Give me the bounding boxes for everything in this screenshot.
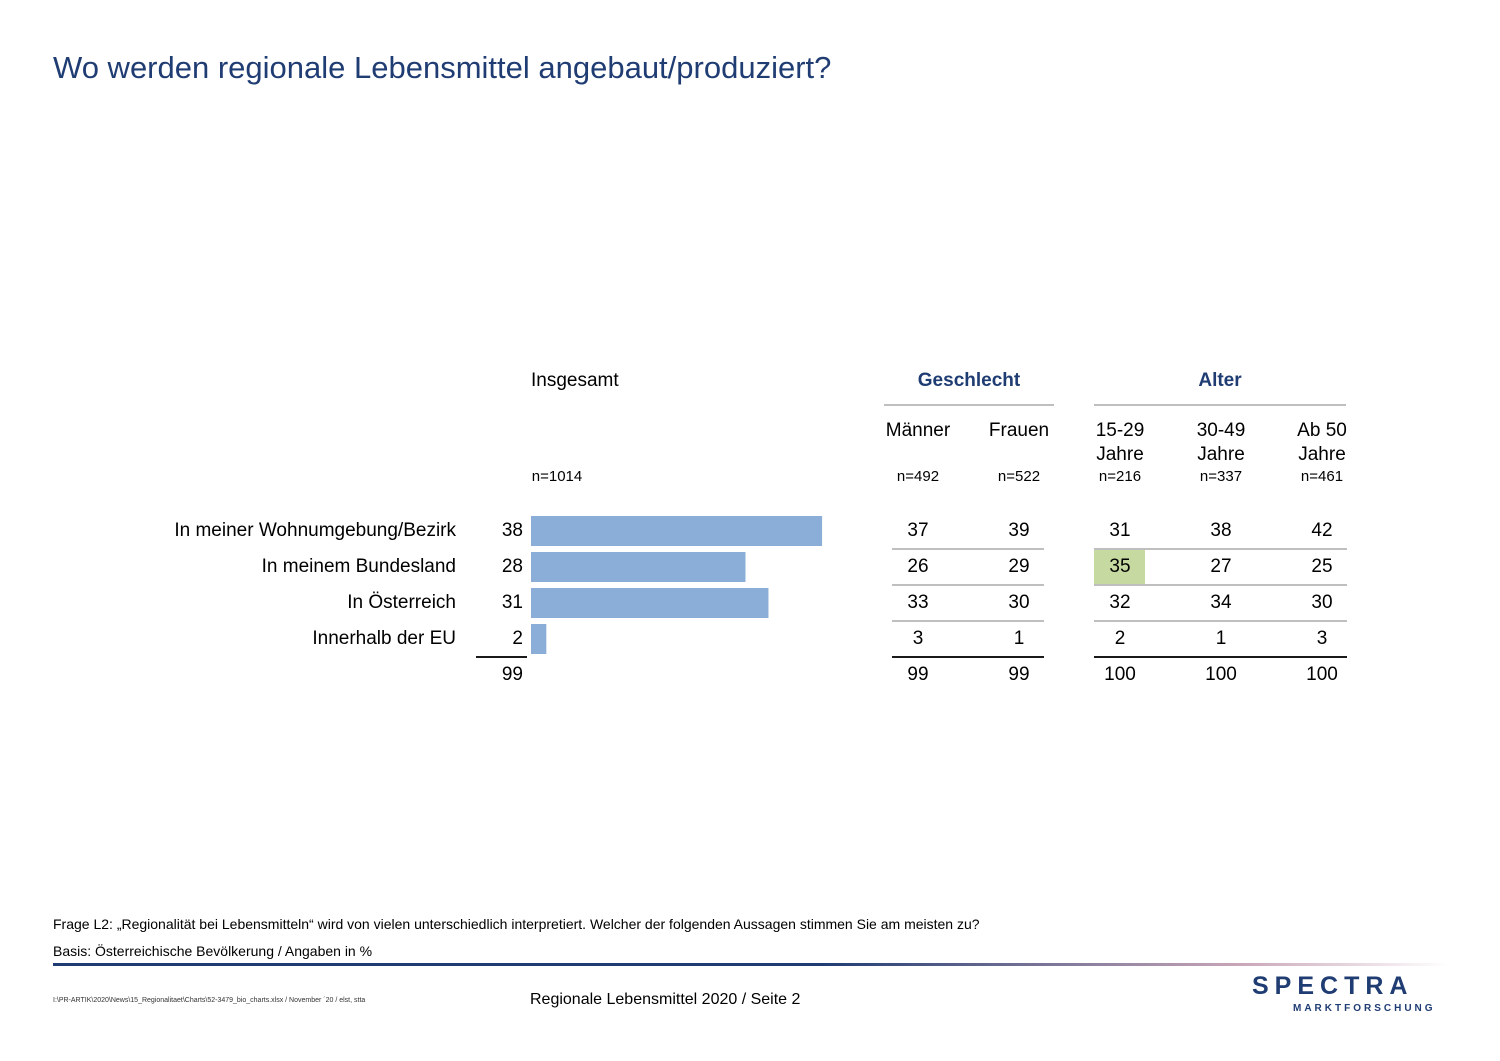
- table-cell: 29: [1008, 556, 1030, 577]
- table-cell: 34: [1210, 592, 1232, 613]
- row-label: In Österreich: [347, 592, 456, 613]
- row-divider: [1094, 620, 1347, 622]
- total-rule: [476, 656, 527, 658]
- table-cell: 30: [1008, 592, 1030, 613]
- table-cell: 33: [907, 592, 929, 613]
- subgroup-header: 30-49 Jahre: [1171, 419, 1271, 467]
- subgroup-header: 15-29 Jahre: [1070, 419, 1170, 467]
- table-cell: 30: [1311, 592, 1333, 613]
- subgroup-label-2: Jahre: [1298, 444, 1346, 465]
- subgroup-n: n=216: [1098, 468, 1142, 485]
- group-header-geschlecht: Geschlecht: [917, 370, 1021, 391]
- table-total-cell: 100: [1205, 664, 1237, 685]
- data-label: 2: [512, 628, 523, 649]
- logo-subtitle: MARKTFORSCHUNG: [1293, 1003, 1436, 1014]
- table-total-cell: 99: [1008, 664, 1030, 685]
- subgroup-label: Ab 50: [1297, 420, 1347, 441]
- total-rule: [892, 656, 1044, 658]
- subgroup-header: Männer: [868, 419, 968, 443]
- row-label: In meiner Wohnumgebung/Bezirk: [174, 520, 456, 541]
- row-divider: [1094, 584, 1347, 586]
- data-label: 31: [501, 592, 523, 613]
- table-cell: 31: [1109, 520, 1131, 541]
- row-label: Innerhalb der EU: [312, 628, 456, 649]
- group-header-alter: Alter: [1198, 370, 1242, 391]
- data-label: 28: [501, 556, 523, 577]
- table-cell: 1: [1013, 628, 1025, 649]
- subgroup-label: Frauen: [988, 420, 1050, 441]
- subgroup-label-2: Jahre: [1197, 444, 1245, 465]
- total-rule: [1094, 656, 1347, 658]
- table-total-cell: 99: [907, 664, 929, 685]
- table-cell: 1: [1215, 628, 1227, 649]
- footer-divider: [53, 963, 1448, 966]
- table-cell: 25: [1311, 556, 1333, 577]
- row-divider: [892, 584, 1044, 586]
- row-divider: [1094, 548, 1347, 550]
- table-total-cell: 100: [1306, 664, 1338, 685]
- table-total-cell: 100: [1104, 664, 1136, 685]
- table-cell: 32: [1109, 592, 1131, 613]
- basis-footnote: Basis: Österreichische Bevölkerung / Ang…: [53, 943, 373, 959]
- bar: [531, 588, 769, 618]
- table-cell: 37: [907, 520, 929, 541]
- subgroup-n: n=522: [997, 468, 1041, 485]
- data-label: 38: [501, 520, 523, 541]
- group-rule-alter: [1094, 404, 1346, 406]
- subgroup-n: n=337: [1199, 468, 1243, 485]
- logo: SPECTRA: [1252, 972, 1414, 1000]
- subgroup-header: Ab 50 Jahre: [1272, 419, 1372, 467]
- subgroup-n: n=492: [896, 468, 940, 485]
- file-path: I:\PR-ARTIK\2020\News\15_Regionalitaet\C…: [53, 997, 366, 1004]
- total-column-header: Insgesamt: [531, 370, 619, 391]
- highlight-cell: [1094, 550, 1145, 584]
- table-cell: 26: [907, 556, 929, 577]
- subgroup-n: n=461: [1300, 468, 1344, 485]
- table-cell: 39: [1008, 520, 1030, 541]
- subgroup-label: 15-29: [1095, 420, 1145, 441]
- bar: [531, 516, 823, 546]
- subgroup-header: Frauen: [969, 419, 1069, 443]
- question-footnote: Frage L2: „Regionalität bei Lebensmittel…: [53, 916, 980, 932]
- subgroup-label: 30-49: [1196, 420, 1246, 441]
- table-cell: 2: [1114, 628, 1126, 649]
- table-cell: 42: [1311, 520, 1333, 541]
- total-sum: 99: [501, 664, 523, 685]
- group-rule-geschlecht: [884, 404, 1054, 406]
- table-cell: 3: [1316, 628, 1328, 649]
- table-cell: 38: [1210, 520, 1232, 541]
- table-cell: 27: [1210, 556, 1232, 577]
- bar: [531, 552, 746, 582]
- row-label: In meinem Bundesland: [261, 556, 456, 577]
- row-divider: [892, 548, 1044, 550]
- table-cell: 35: [1109, 556, 1131, 577]
- bar: [531, 624, 547, 654]
- total-n: n=1014: [531, 468, 583, 485]
- row-divider: [892, 620, 1044, 622]
- subgroup-label: Männer: [885, 420, 951, 441]
- table-cell: 3: [912, 628, 924, 649]
- subgroup-label-2: Jahre: [1096, 444, 1144, 465]
- page-info: Regionale Lebensmittel 2020 / Seite 2: [530, 991, 801, 1008]
- page-title: Wo werden regionale Lebensmittel angebau…: [53, 50, 832, 85]
